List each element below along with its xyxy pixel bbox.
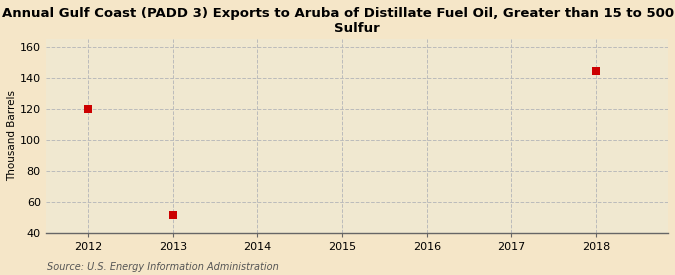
Title: Annual Gulf Coast (PADD 3) Exports to Aruba of Distillate Fuel Oil, Greater than: Annual Gulf Coast (PADD 3) Exports to Ar… — [2, 7, 675, 35]
Point — [82, 106, 93, 111]
Point — [591, 69, 601, 74]
Text: Source: U.S. Energy Information Administration: Source: U.S. Energy Information Administ… — [47, 262, 279, 272]
Y-axis label: Thousand Barrels: Thousand Barrels — [7, 90, 17, 181]
Point — [167, 213, 178, 218]
